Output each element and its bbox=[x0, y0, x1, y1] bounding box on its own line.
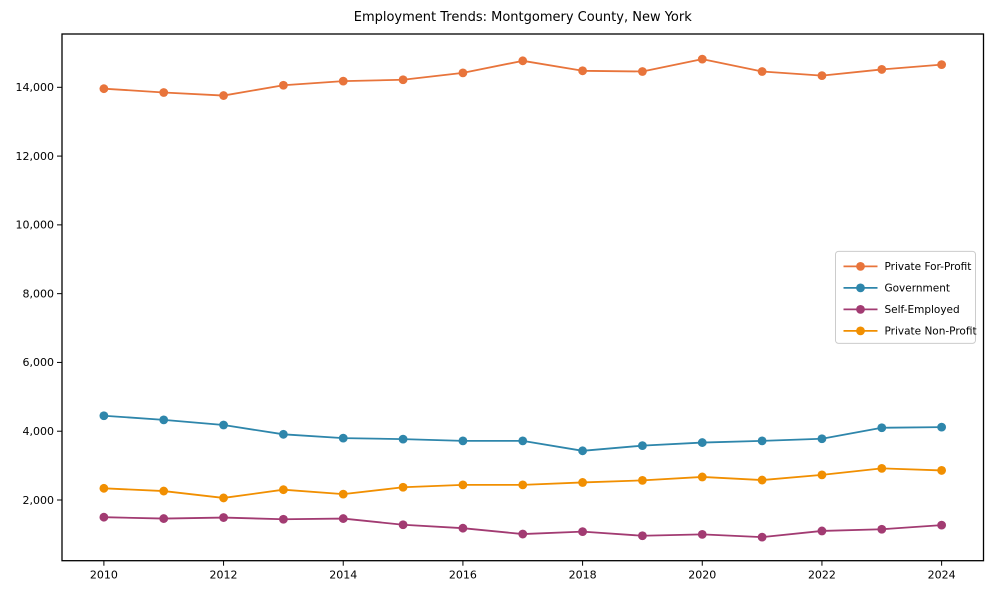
data-point-private-for-profit-2010 bbox=[99, 84, 109, 94]
data-point-private-non-profit-2021 bbox=[757, 475, 767, 485]
data-point-self-employed-2022 bbox=[817, 526, 827, 536]
plot-border bbox=[61, 33, 985, 562]
data-point-private-for-profit-2023 bbox=[877, 65, 887, 74]
x-tick-label: 2024 bbox=[928, 569, 956, 582]
x-tick-label: 2012 bbox=[210, 569, 238, 582]
data-point-government-2018 bbox=[578, 446, 587, 456]
x-tick-label: 2018 bbox=[569, 569, 597, 582]
legend-sample-marker bbox=[856, 304, 865, 314]
data-point-government-2020 bbox=[697, 438, 707, 447]
data-point-private-non-profit-2016 bbox=[458, 480, 468, 490]
data-point-government-2023 bbox=[877, 423, 887, 433]
data-point-private-for-profit-2014 bbox=[338, 76, 348, 86]
data-point-self-employed-2014 bbox=[338, 514, 348, 523]
data-point-private-non-profit-2019 bbox=[638, 475, 647, 485]
x-tick-label: 2020 bbox=[688, 569, 716, 582]
data-point-private-for-profit-2013 bbox=[278, 80, 288, 90]
data-point-private-for-profit-2019 bbox=[638, 67, 647, 76]
data-point-self-employed-2023 bbox=[877, 524, 887, 534]
legend-label: Private Non-Profit bbox=[885, 326, 977, 338]
data-point-private-non-profit-2018 bbox=[578, 478, 587, 487]
data-point-government-2013 bbox=[278, 429, 288, 439]
data-point-self-employed-2016 bbox=[458, 523, 468, 533]
data-point-self-employed-2017 bbox=[518, 529, 528, 539]
data-point-self-employed-2021 bbox=[757, 532, 767, 542]
data-point-government-2017 bbox=[518, 436, 528, 446]
data-point-government-2015 bbox=[398, 434, 408, 444]
y-tick-label: 12,000 bbox=[16, 150, 55, 163]
data-point-government-2010 bbox=[99, 411, 109, 421]
data-point-government-2012 bbox=[219, 420, 228, 430]
data-point-private-for-profit-2012 bbox=[219, 91, 228, 100]
chart-title: Employment Trends: Montgomery County, Ne… bbox=[354, 10, 692, 25]
data-point-government-2016 bbox=[458, 436, 468, 446]
data-point-self-employed-2020 bbox=[697, 529, 707, 539]
data-point-private-for-profit-2018 bbox=[578, 66, 587, 76]
legend-label: Government bbox=[885, 283, 950, 295]
plot-area: 2,000 4,000 6,000 8,000 10,000 12,000 14,000 20… bbox=[16, 33, 985, 582]
data-point-government-2014 bbox=[338, 433, 348, 443]
data-point-private-non-profit-2015 bbox=[398, 482, 408, 492]
data-point-private-for-profit-2015 bbox=[398, 75, 408, 85]
data-point-government-2019 bbox=[638, 441, 647, 451]
data-point-self-employed-2011 bbox=[159, 514, 169, 523]
y-tick-label: 8,000 bbox=[23, 287, 55, 300]
data-point-self-employed-2013 bbox=[278, 514, 288, 524]
data-point-government-2024 bbox=[937, 422, 947, 432]
data-point-government-2021 bbox=[757, 436, 767, 446]
x-tick-label: 2016 bbox=[449, 569, 477, 582]
data-point-private-for-profit-2017 bbox=[518, 56, 528, 66]
legend-sample-marker bbox=[856, 283, 865, 293]
data-point-self-employed-2012 bbox=[219, 513, 228, 522]
data-point-private-for-profit-2016 bbox=[458, 68, 468, 78]
data-point-private-non-profit-2023 bbox=[877, 463, 887, 473]
y-tick-label: 6,000 bbox=[23, 356, 55, 369]
legend-box bbox=[835, 250, 976, 344]
legend-label: Self-Employed bbox=[885, 304, 960, 316]
data-point-private-non-profit-2012 bbox=[219, 493, 228, 503]
y-tick-label: 4,000 bbox=[23, 425, 55, 438]
data-point-private-non-profit-2022 bbox=[817, 470, 827, 480]
data-point-government-2011 bbox=[159, 415, 169, 425]
data-point-private-non-profit-2014 bbox=[338, 489, 348, 499]
data-point-self-employed-2019 bbox=[638, 531, 647, 541]
data-point-private-non-profit-2020 bbox=[697, 472, 707, 482]
data-point-self-employed-2015 bbox=[398, 520, 408, 530]
data-point-private-non-profit-2011 bbox=[159, 486, 169, 496]
y-tick-label: 14,000 bbox=[16, 81, 55, 94]
x-tick-label: 2022 bbox=[808, 569, 836, 582]
y-tick-label: 2,000 bbox=[23, 494, 55, 507]
data-point-private-non-profit-2013 bbox=[278, 485, 288, 495]
x-tick-label: 2014 bbox=[329, 569, 357, 582]
y-tick-label: 10,000 bbox=[16, 219, 55, 232]
data-point-private-for-profit-2011 bbox=[159, 88, 169, 97]
data-point-private-for-profit-2022 bbox=[817, 71, 827, 81]
data-point-self-employed-2018 bbox=[578, 527, 587, 537]
legend-label: Private For-Profit bbox=[885, 261, 972, 273]
data-point-private-for-profit-2021 bbox=[757, 67, 767, 76]
data-point-private-non-profit-2017 bbox=[518, 480, 528, 490]
data-point-self-employed-2024 bbox=[937, 520, 947, 530]
data-point-self-employed-2010 bbox=[99, 512, 109, 522]
legend-sample-marker bbox=[856, 261, 865, 271]
data-point-government-2022 bbox=[817, 434, 827, 444]
data-point-private-non-profit-2010 bbox=[99, 483, 109, 493]
data-point-private-for-profit-2020 bbox=[697, 54, 707, 64]
data-point-private-non-profit-2024 bbox=[937, 466, 947, 475]
data-point-private-for-profit-2024 bbox=[937, 60, 947, 70]
x-tick-label: 2010 bbox=[90, 569, 118, 582]
series-line-government bbox=[103, 414, 942, 452]
legend-sample-marker bbox=[856, 326, 865, 336]
